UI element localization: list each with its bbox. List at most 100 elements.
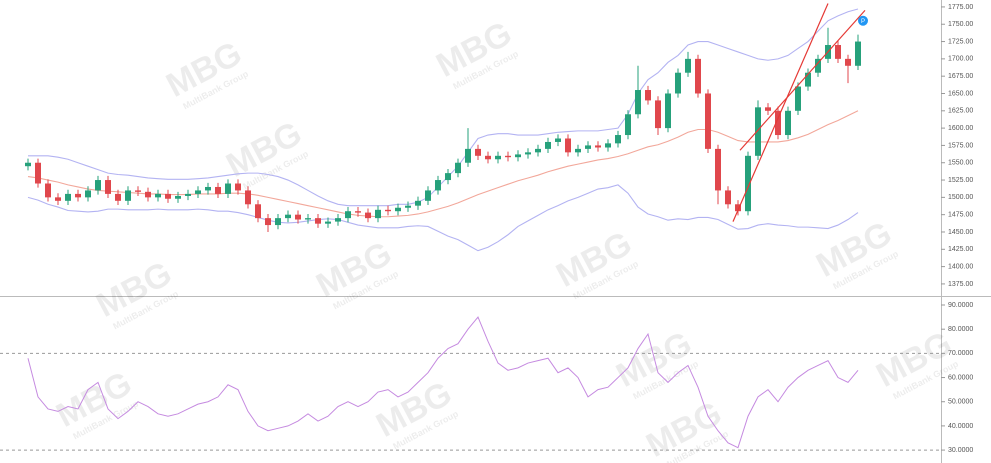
y-tick-label: 1600.00: [948, 125, 973, 132]
candle-body: [815, 58, 821, 73]
candle-body: [755, 107, 761, 156]
trendline: [739, 9, 866, 151]
candle-body: [85, 190, 91, 198]
candle-body: [795, 86, 801, 111]
candle-body: [75, 193, 81, 198]
candle-body: [345, 211, 351, 219]
y-tick-label: 1400.00: [948, 263, 973, 270]
candle-body: [725, 190, 731, 205]
y-tick-label: 30.0000: [948, 447, 973, 454]
y-tick-label: 1675.00: [948, 73, 973, 80]
y-tick-label: 1575.00: [948, 142, 973, 149]
y-tick-label: 80.0000: [948, 326, 973, 333]
y-tick-label: 1750.00: [948, 21, 973, 28]
candle-body: [55, 197, 61, 201]
candle-body: [715, 148, 721, 191]
y-tick-label: 1650.00: [948, 90, 973, 97]
y-tick-label: 1425.00: [948, 246, 973, 253]
candle-body: [555, 138, 561, 142]
candle-body: [805, 72, 811, 87]
indicator-line: [27, 316, 859, 449]
candle-body: [495, 155, 501, 160]
candle-body: [435, 180, 441, 191]
candle-body: [265, 218, 271, 226]
y-tick-label: 1700.00: [948, 56, 973, 63]
candle-body: [475, 148, 481, 156]
candle-body: [195, 190, 201, 194]
candle-body: [325, 221, 331, 224]
candle-body: [465, 148, 471, 163]
candle-body: [745, 155, 751, 212]
indicator-line: [28, 8, 859, 207]
candle-body: [365, 212, 371, 219]
candle-body: [665, 93, 671, 129]
y-tick-label: 1500.00: [948, 194, 973, 201]
candle-body: [645, 90, 651, 101]
candle-body: [525, 152, 531, 155]
candle-body: [735, 204, 741, 212]
candle-body: [155, 193, 161, 198]
candle-body: [845, 58, 851, 66]
candle-body: [275, 218, 281, 226]
position-marker-label: P: [861, 19, 865, 25]
candle-body: [485, 155, 491, 160]
candle-body: [335, 218, 341, 222]
position-marker: [858, 15, 868, 26]
candle-body: [535, 148, 541, 153]
candle-body: [315, 218, 321, 224]
candle-body: [105, 180, 111, 194]
y-tick-label: 1625.00: [948, 108, 973, 115]
y-tick-label: 60.0000: [948, 374, 973, 381]
candle-body: [65, 193, 71, 201]
candle-body: [385, 209, 391, 212]
candle-body: [425, 190, 431, 201]
indicator-line: [27, 184, 859, 252]
y-tick-label: 1775.00: [948, 4, 973, 11]
trendline: [732, 3, 829, 222]
y-tick-label: 70.0000: [948, 350, 973, 357]
candle-body: [375, 209, 381, 219]
candle-body: [45, 183, 51, 198]
candle-body: [585, 145, 591, 149]
candle-body: [165, 193, 171, 199]
candle-body: [785, 110, 791, 136]
candle-body: [775, 110, 781, 136]
candle-body: [615, 135, 621, 144]
y-tick-label: 90.0000: [948, 302, 973, 309]
candle-body: [625, 114, 631, 136]
candle-body: [295, 214, 301, 220]
candle-body: [135, 190, 141, 192]
y-tick-label: 1375.00: [948, 281, 973, 288]
candle-body: [235, 183, 241, 191]
candle-body: [565, 138, 571, 153]
candle-body: [705, 93, 711, 149]
candle-body: [675, 72, 681, 94]
y-tick-label: 50.0000: [948, 399, 973, 406]
candle-body: [685, 58, 691, 73]
candle-body: [415, 200, 421, 206]
candle-body: [855, 41, 861, 66]
candle-body: [655, 100, 661, 129]
candle-body: [605, 143, 611, 148]
y-tick-label: 1725.00: [948, 38, 973, 45]
candle-body: [405, 205, 411, 208]
candle-body: [125, 190, 131, 201]
candle-body: [515, 154, 521, 158]
candle-body: [635, 90, 641, 115]
candle-body: [95, 180, 101, 191]
candle-body: [765, 107, 771, 111]
candle-body: [505, 155, 511, 158]
candle-body: [175, 195, 181, 199]
candle-body: [285, 214, 291, 219]
y-tick-label: 40.0000: [948, 423, 973, 430]
candle-body: [445, 173, 451, 181]
candle-body: [225, 183, 231, 194]
candle-body: [545, 141, 551, 149]
candle-body: [595, 145, 601, 148]
candle-body: [455, 162, 461, 174]
candle-body: [25, 162, 31, 167]
candle-body: [255, 204, 261, 219]
candle-body: [245, 190, 251, 205]
